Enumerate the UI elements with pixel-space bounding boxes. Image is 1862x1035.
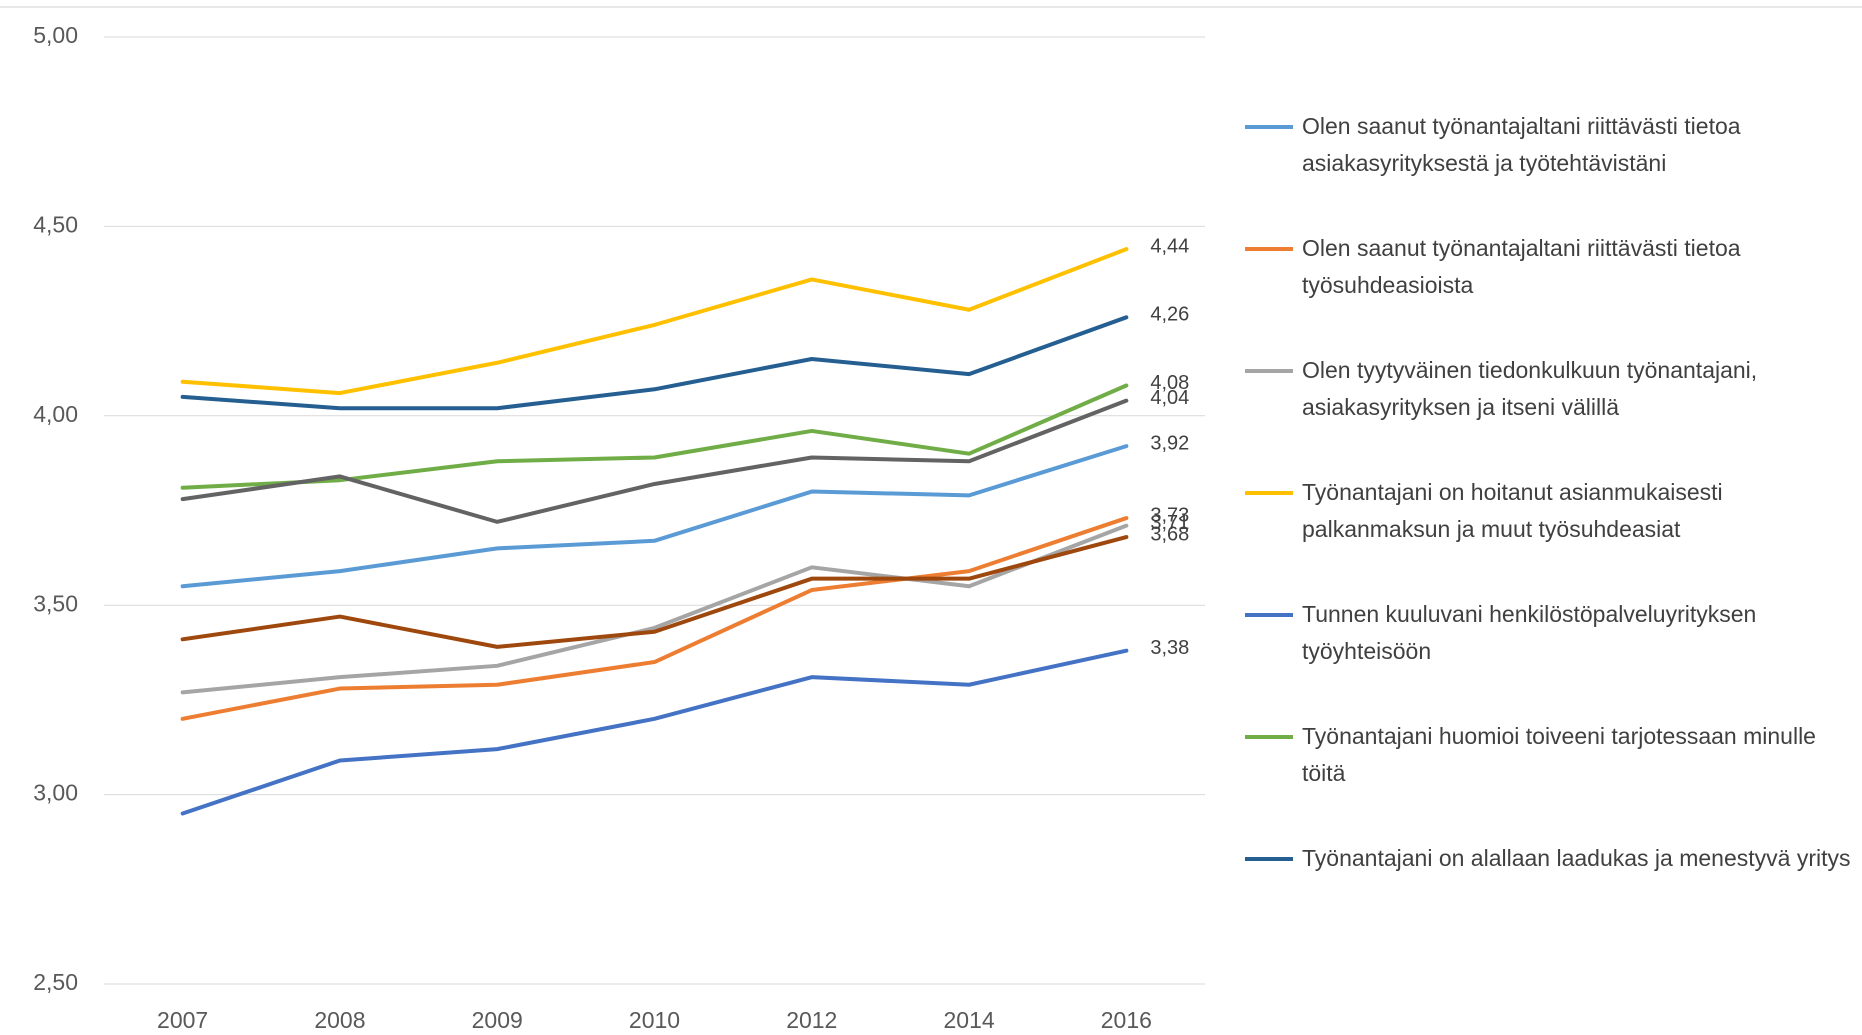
series-line bbox=[180, 535, 1129, 649]
x-tick-label: 2010 bbox=[629, 1007, 680, 1033]
data-label: 4,44 bbox=[1150, 235, 1189, 257]
legend-label: Olen saanut työnantajaltani riittävästi … bbox=[1302, 113, 1741, 176]
series-line bbox=[180, 444, 1129, 589]
y-tick-label: 3,00 bbox=[33, 780, 78, 806]
legend-entry: Työnantajani on hoitanut asianmukaisesti… bbox=[1245, 474, 1860, 596]
data-label: 3,71 bbox=[1150, 512, 1189, 534]
y-tick-label: 4,50 bbox=[33, 211, 78, 237]
series-line bbox=[180, 315, 1129, 411]
data-label: 3,73 bbox=[1150, 504, 1189, 526]
legend-label: Olen saanut työnantajaltani riittävästi … bbox=[1302, 235, 1741, 298]
legend-swatch bbox=[1245, 247, 1293, 251]
x-tick-label: 2007 bbox=[157, 1007, 208, 1033]
legend-entry: Olen tyytyväinen tiedonkulkuun työnantaj… bbox=[1245, 352, 1860, 474]
legend-swatch bbox=[1245, 125, 1293, 129]
data-label: 3,68 bbox=[1150, 523, 1189, 545]
legend-label: Työnantajani huomioi toiveeni tarjotessa… bbox=[1302, 723, 1816, 786]
series-line bbox=[180, 523, 1129, 695]
legend-label: Olen tyytyväinen tiedonkulkuun työnantaj… bbox=[1302, 357, 1758, 420]
legend: Olen saanut työnantajaltani riittävästi … bbox=[1245, 108, 1860, 962]
y-tick-label: 3,50 bbox=[33, 590, 78, 616]
legend-entry: Olen saanut työnantajaltani riittävästi … bbox=[1245, 108, 1860, 230]
data-label: 4,04 bbox=[1150, 387, 1189, 409]
y-tick-label: 4,00 bbox=[33, 401, 78, 427]
x-tick-label: 2016 bbox=[1101, 1007, 1152, 1033]
series-line bbox=[180, 398, 1129, 524]
y-tick-label: 2,50 bbox=[33, 969, 78, 995]
series-line bbox=[180, 247, 1129, 396]
series-line bbox=[180, 383, 1129, 490]
x-tick-label: 2008 bbox=[314, 1007, 365, 1033]
y-tick-label: 5,00 bbox=[33, 22, 78, 48]
legend-entry: Työnantajani huomioi toiveeni tarjotessa… bbox=[1245, 718, 1860, 840]
legend-label: Työnantajani on alallaan laadukas ja men… bbox=[1302, 845, 1851, 871]
data-label: 4,26 bbox=[1150, 304, 1189, 326]
x-tick-label: 2009 bbox=[472, 1007, 523, 1033]
series-line bbox=[180, 648, 1129, 816]
x-tick-label: 2012 bbox=[786, 1007, 837, 1033]
legend-label: Työnantajani on hoitanut asianmukaisesti… bbox=[1302, 479, 1723, 542]
legend-swatch bbox=[1245, 369, 1293, 373]
legend-swatch bbox=[1245, 613, 1293, 617]
legend-swatch bbox=[1245, 491, 1293, 495]
legend-entry: Työnantajani on alallaan laadukas ja men… bbox=[1245, 840, 1860, 962]
legend-entry: Olen saanut työnantajaltani riittävästi … bbox=[1245, 230, 1860, 352]
series-line bbox=[180, 516, 1129, 721]
legend-swatch bbox=[1245, 857, 1293, 861]
data-label: 4,08 bbox=[1150, 372, 1189, 394]
legend-entry: Tunnen kuuluvani henkilöstöpalveluyrityk… bbox=[1245, 596, 1860, 718]
data-label: 3,92 bbox=[1150, 432, 1189, 454]
legend-swatch bbox=[1245, 735, 1293, 739]
x-tick-label: 2014 bbox=[943, 1007, 994, 1033]
data-label: 3,38 bbox=[1150, 637, 1189, 659]
legend-label: Tunnen kuuluvani henkilöstöpalveluyrityk… bbox=[1302, 601, 1757, 664]
